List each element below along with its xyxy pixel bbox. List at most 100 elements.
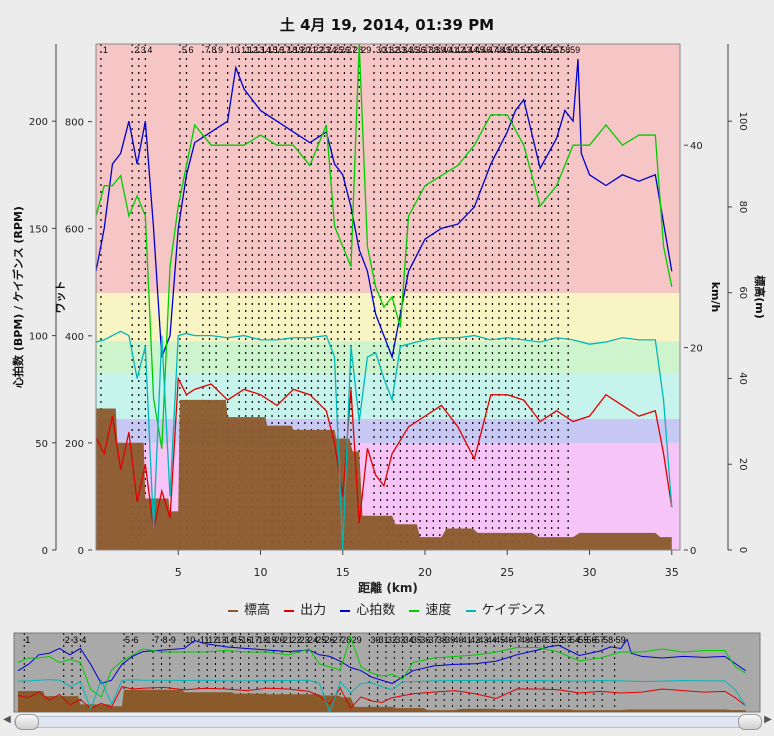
scroll-right-arrow-icon[interactable]: ▶ [764, 714, 772, 725]
overview-series-line [17, 678, 747, 714]
overview-lap-label: 12 [208, 635, 218, 645]
horizontal-scrollbar[interactable] [14, 716, 762, 728]
y-tick-label: 0 [78, 546, 84, 557]
overview-lap-label: 40 [453, 635, 463, 645]
lap-label: 50 [508, 45, 518, 55]
legend-swatch [227, 609, 238, 612]
overview-lap-label: 43 [478, 635, 488, 645]
lap-label: 14 [261, 45, 271, 55]
lap-label: 45 [475, 45, 485, 55]
overview-lap-label: 50 [537, 635, 547, 645]
lap-label: 30 [376, 45, 386, 55]
lap-label: 48 [494, 45, 504, 55]
legend-item-power[interactable]: 出力 [284, 603, 326, 618]
overview-lap-label: 19 [266, 635, 276, 645]
y-tick-label: 0 [42, 546, 48, 557]
chart-area: 1 2 3 4 5 6 7 8 9 10 11121314151617181920212223242… [11, 43, 767, 714]
overview-lap-label: 58 [603, 635, 613, 645]
lap-label: 33 [396, 45, 406, 55]
y-tick-label: 400 [65, 332, 84, 343]
overview-lap-label: 38 [437, 635, 447, 645]
overview-lap-label: 28 [341, 635, 351, 645]
range-handle-right[interactable] [738, 714, 762, 730]
overview-lap-label: 34 [404, 635, 414, 645]
lap-label: 15 [267, 45, 277, 55]
legend-item-elevation[interactable]: 標高 [227, 603, 270, 618]
overview-lap-label: 45 [495, 635, 505, 645]
lap-label: 35 [409, 45, 419, 55]
y-tick-label: 100 [737, 112, 748, 131]
x-axis-label: 距離 (km) [358, 580, 418, 595]
legend-swatch [284, 609, 295, 612]
legend-item-speed[interactable]: 速度 [409, 603, 451, 618]
lap-label: 36 [415, 45, 425, 55]
lap-label: 7 [205, 45, 210, 55]
overview-lap-label: 54 [570, 635, 580, 645]
power-zone-band [96, 44, 680, 293]
overview-lap-label: 44 [487, 635, 497, 645]
lap-label: 53 [527, 45, 537, 55]
legend-label: 出力 [300, 603, 327, 618]
lap-label: 49 [501, 45, 511, 55]
x-tick-label: 20 [418, 566, 432, 579]
overview-lap-label: 2 [65, 635, 70, 645]
legend-label: 標高 [243, 603, 270, 618]
lap-label: 2 [134, 45, 139, 55]
lap-label: 26 [340, 45, 350, 55]
lap-label: 3 [141, 45, 146, 55]
y-tick-label: 40 [690, 141, 703, 152]
overview-lap-label: 23 [300, 635, 310, 645]
overview-lap-label: 14 [225, 635, 235, 645]
scroll-left-arrow-icon[interactable]: ◀ [3, 714, 11, 725]
overview-lap-label: 27 [333, 635, 343, 645]
overview-lap-label: 39 [445, 635, 455, 645]
y-axis-label-left-outer: 心拍数 (BPM) / ケイデンス (RPM) [11, 206, 25, 388]
lap-label: 32 [389, 45, 399, 55]
y-tick-label: 200 [65, 439, 84, 450]
overview-lap-label: 8 [162, 635, 167, 645]
overview-series-line [17, 635, 746, 698]
lap-label: 31 [383, 45, 393, 55]
overview-lap-label: 20 [275, 635, 285, 645]
legend-swatch [409, 609, 420, 612]
overview-lap-label: 46 [503, 635, 513, 645]
lap-label: 38 [429, 45, 439, 55]
overview-lap-label: 36 [420, 635, 430, 645]
lap-label: 57 [554, 45, 564, 55]
legend-item-cadence[interactable]: ケイデンス [465, 603, 546, 618]
overview-lap-label: 33 [395, 635, 405, 645]
lap-label: 17 [281, 45, 291, 55]
legend-swatch [340, 609, 351, 612]
range-handle-left[interactable] [15, 714, 39, 730]
lap-label: 59 [570, 45, 580, 55]
y-tick-label: 60 [737, 286, 748, 299]
overview-lap-label: 49 [528, 635, 538, 645]
lap-label: 23 [320, 45, 330, 55]
legend-item-heart-rate[interactable]: 心拍数 [340, 603, 395, 618]
x-tick-label: 10 [254, 566, 268, 579]
overview-area-elevation [18, 689, 746, 712]
overview-lap-label: 48 [520, 635, 530, 645]
lap-label: 24 [327, 45, 337, 55]
overview-lap-label: 26 [325, 635, 335, 645]
y-tick-label: 50 [35, 439, 48, 450]
overview-lap-label: 42 [470, 635, 480, 645]
x-tick-label: 15 [336, 566, 350, 579]
overview-lap-label: 13 [216, 635, 226, 645]
overview-strip: 1 2 3 4 5 6 7 8 9 10 11121314151617181920212223242… [13, 632, 761, 714]
x-tick-label: 5 [175, 566, 182, 579]
lap-label: 42 [455, 45, 465, 55]
lap-label: 52 [521, 45, 531, 55]
lap-label: 10 [230, 45, 240, 55]
lap-label: 51 [514, 45, 524, 55]
x-tick-label: 25 [500, 566, 514, 579]
overview-lap-label: 21 [283, 635, 293, 645]
lap-label: 41 [448, 45, 458, 55]
series-line [95, 43, 673, 449]
lap-label: 39 [435, 45, 445, 55]
lap-label: 25 [333, 45, 343, 55]
y-axis-label-left-inner: ワット [54, 281, 67, 314]
y-axis-label-right-outer: 標高(m) [753, 275, 767, 319]
overview-lap-label: 37 [429, 635, 439, 645]
lap-label: 43 [462, 45, 472, 55]
